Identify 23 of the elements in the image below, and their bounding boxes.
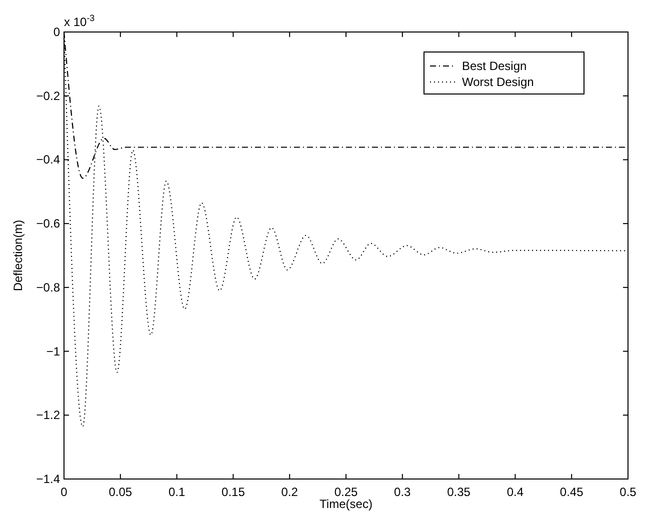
- y-tick-label: 0: [53, 25, 60, 39]
- x-tick-label: 0.05: [108, 485, 132, 499]
- y-tick-label: −0.4: [36, 152, 60, 167]
- text: x 10$^{-3}$: [64, 13, 95, 29]
- x-tick-label: 0.35: [447, 485, 471, 499]
- x-tick-label: 0.1: [168, 485, 186, 499]
- x-tick-label: 0.4: [506, 485, 524, 499]
- x-tick-label: 0.3: [394, 485, 412, 499]
- legend-label: Worst Design: [462, 75, 534, 89]
- y-tick-label: −1.2: [36, 408, 60, 422]
- x-tick-label: 0.15: [222, 485, 246, 499]
- y-axis-title: Deflection(m): [11, 220, 25, 292]
- x-tick-label: 0.25: [334, 485, 358, 499]
- y-tick-label: −1: [46, 344, 60, 358]
- y-tick-label: −1.4: [36, 472, 60, 486]
- y-tick-label: −0.6: [36, 216, 60, 231]
- y-tick-label: −0.8: [36, 280, 60, 294]
- y-tick-label: −0.2: [36, 88, 60, 103]
- x-tick-label: 0.5: [620, 485, 637, 499]
- x-axis-title: Time(sec): [320, 497, 372, 511]
- x-tick-label: 0.2: [281, 485, 298, 499]
- x-tick-label: 0.45: [560, 485, 584, 499]
- legend-label: Best Design: [462, 59, 527, 73]
